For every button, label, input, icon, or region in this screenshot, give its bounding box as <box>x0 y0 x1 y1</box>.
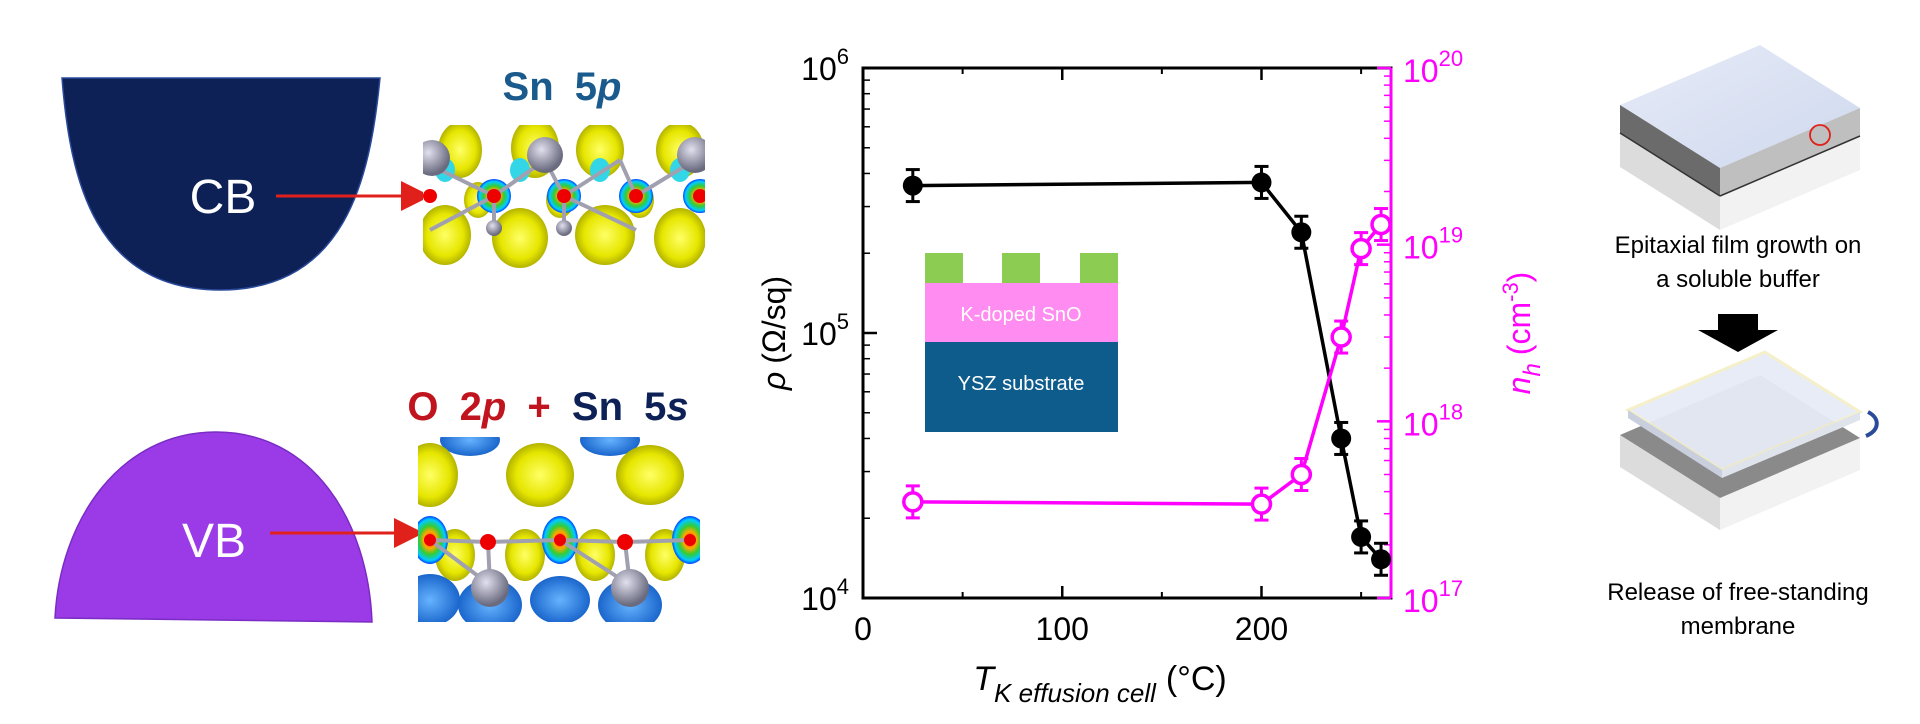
step1-line2: a soluble buffer <box>1656 266 1820 293</box>
contact-pad <box>1080 253 1118 283</box>
x-tick-label: 100 <box>1036 611 1089 647</box>
film-layer-label: K-doped SnO <box>960 304 1081 326</box>
y-right-tick-label: 1019 <box>1403 223 1463 266</box>
data-point-left <box>902 168 923 204</box>
data-point-right <box>1250 486 1273 522</box>
y-right-ticks: 1017 1018 1019 1020 <box>1377 46 1463 619</box>
contact-pad <box>925 253 963 283</box>
substrate-layer-label: YSZ substrate <box>958 373 1085 395</box>
data-point-left <box>1291 214 1312 250</box>
data-point-left <box>1351 519 1372 555</box>
data-point-right <box>1290 457 1313 493</box>
membrane-panel: Epitaxial film growth on a soluble buffe… <box>1607 45 1879 640</box>
substrate-layer <box>925 342 1118 432</box>
vb-band-shape <box>54 431 373 623</box>
device-inset: K-doped SnO YSZ substrate <box>925 253 1118 432</box>
data-point-right <box>1350 231 1372 267</box>
data-point-right <box>902 484 924 520</box>
vb-label: VB <box>182 515 246 568</box>
x-axis-ticks: 0 100 200 <box>854 68 1363 647</box>
step2-line2: membrane <box>1681 613 1796 640</box>
y-left-tick-label: 104 <box>801 574 849 617</box>
film-stack-diagram <box>1619 45 1861 230</box>
y-right-axis-label: nh(cm-3) <box>1498 272 1546 395</box>
released-membrane-diagram <box>1620 350 1879 530</box>
chart: 0 100 200 104 105 106 1017 1018 1019 1020 TK ef… <box>756 44 1546 708</box>
contact-pad <box>1002 253 1040 283</box>
down-arrow <box>1698 314 1778 352</box>
step2-line1: Release of free-standing <box>1607 579 1869 606</box>
cb-orbital-image <box>423 125 705 270</box>
y-right-tick-label: 1020 <box>1403 46 1463 89</box>
y-left-tick-label: 106 <box>801 44 849 87</box>
cb-label: CB <box>190 171 257 224</box>
highlight-circle <box>1809 124 1831 146</box>
y-left-axis-label: ρ(Ω/sq) <box>756 276 792 391</box>
band-panel: CB VB Sn 5p O 2p + Sn 5s <box>54 65 705 623</box>
y-right-tick-label: 1017 <box>1403 576 1463 619</box>
cb-band-shape <box>61 77 381 291</box>
y-right-tick-label: 1018 <box>1403 399 1463 442</box>
data-point-left <box>1331 420 1352 456</box>
peel-curl <box>1865 410 1879 438</box>
data-point-left <box>1251 164 1272 200</box>
data-point-right <box>1370 207 1392 243</box>
step1-line1: Epitaxial film growth on <box>1615 232 1862 259</box>
x-tick-label: 200 <box>1235 611 1288 647</box>
data-point-right <box>1330 319 1352 355</box>
y-left-ticks: 104 105 106 <box>801 44 877 617</box>
cb-orbital-title: Sn 5p <box>503 65 622 109</box>
y-left-tick-label: 105 <box>801 309 849 352</box>
data-point-left <box>1371 541 1392 577</box>
film-layer <box>925 283 1118 342</box>
vb-orbital-title: O 2p + Sn 5s <box>407 385 688 429</box>
series-layer <box>902 164 1392 577</box>
x-tick-label: 0 <box>854 611 872 647</box>
vb-orbital-image <box>418 437 700 622</box>
x-axis-label: TK effusion cell (°C) <box>973 660 1226 708</box>
